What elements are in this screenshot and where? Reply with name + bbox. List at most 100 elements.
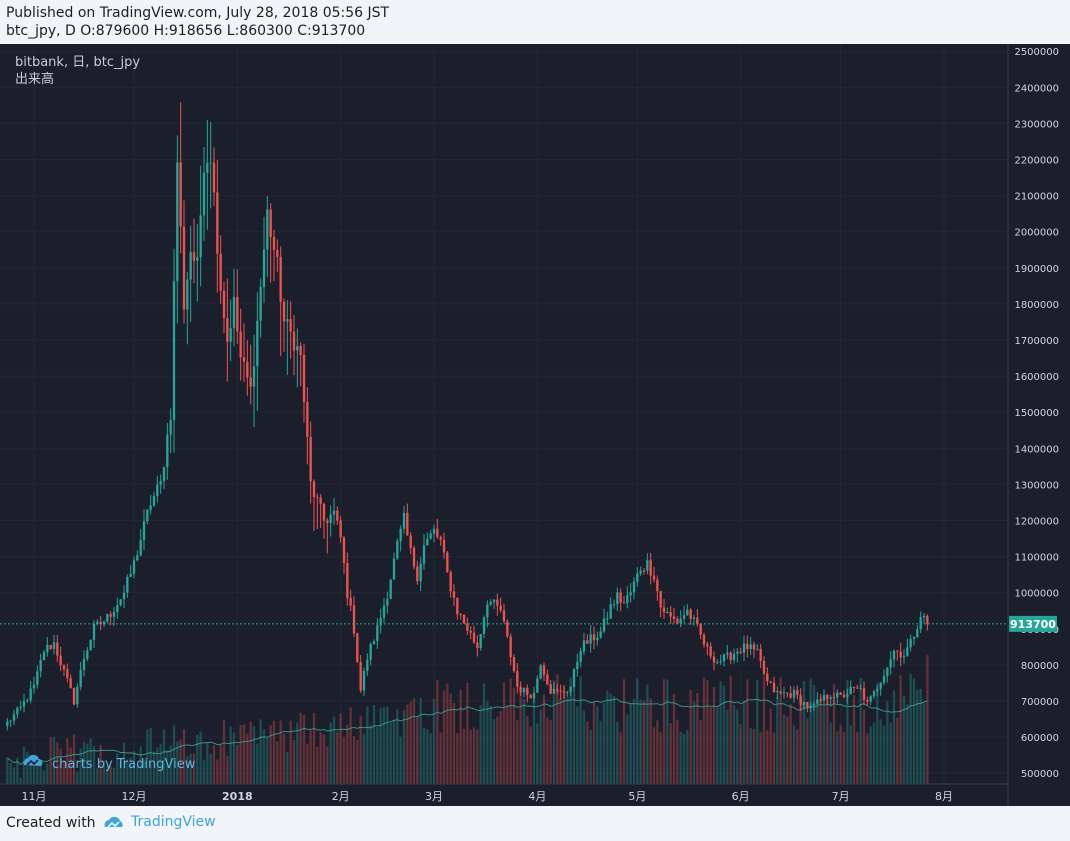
volume-bar — [102, 760, 106, 784]
volume-bar — [579, 676, 582, 784]
volume-bar — [892, 690, 896, 784]
volume-bar — [476, 729, 479, 784]
volume-bar — [199, 731, 202, 784]
candle — [46, 636, 49, 657]
y-tick-label: 2000000 — [1014, 228, 1059, 239]
volume-bar — [22, 747, 26, 784]
volume-bar — [296, 722, 299, 784]
candle — [62, 664, 66, 677]
candle — [612, 599, 616, 609]
candle — [502, 603, 506, 624]
volume-bar — [36, 757, 39, 784]
volume-bar — [196, 734, 199, 784]
candle — [666, 607, 669, 614]
volume-bar — [496, 716, 499, 784]
candle — [326, 517, 329, 554]
volume-bar — [339, 713, 342, 784]
volume-bar — [376, 726, 379, 784]
candle — [879, 682, 882, 696]
volume-bar — [119, 761, 122, 784]
volume-bar — [696, 693, 699, 784]
volume-bar — [172, 725, 176, 784]
volume-bar — [879, 719, 882, 784]
candle — [409, 532, 412, 555]
volume-bar — [419, 698, 422, 784]
candle — [846, 688, 849, 704]
candle — [242, 323, 246, 382]
volume-bar — [82, 741, 86, 784]
candle — [752, 641, 756, 659]
candle — [309, 421, 312, 504]
volume-bar — [829, 722, 832, 784]
candle — [216, 159, 219, 293]
volume-bar — [349, 707, 352, 784]
volume-bar — [852, 695, 856, 784]
volume-bar — [46, 763, 49, 784]
candle — [536, 675, 539, 693]
volume-bar — [692, 701, 696, 784]
volume-bar — [56, 742, 59, 784]
volume-bar — [439, 732, 442, 784]
volume-bar — [446, 683, 449, 784]
price-axis[interactable]: 5000006000007000008000009000001000000110… — [1014, 47, 1059, 780]
volume-bar — [436, 680, 439, 784]
volume-bar — [789, 704, 792, 784]
volume-bar — [126, 759, 129, 784]
volume-bar — [776, 696, 779, 784]
tradingview-brand[interactable]: TradingView — [131, 814, 216, 830]
candle — [759, 644, 762, 669]
volume-bar — [782, 714, 786, 784]
volume-bar — [89, 738, 92, 784]
volume-bar — [456, 733, 459, 784]
volume-bar — [896, 717, 899, 784]
candle — [279, 246, 282, 357]
volume-bar — [282, 733, 286, 784]
volume-bar — [799, 696, 802, 784]
x-tick-label: 12月 — [122, 790, 147, 803]
volume-bar — [679, 731, 682, 784]
volume-bar — [269, 725, 272, 784]
candle — [842, 690, 846, 699]
candle — [822, 689, 826, 705]
volume-bar — [79, 748, 82, 784]
volume-bar — [459, 690, 462, 784]
volume-bar — [649, 698, 652, 784]
x-tick-label: 4月 — [528, 790, 546, 803]
volume-bar — [369, 724, 372, 784]
candle — [406, 503, 409, 536]
volume-bar — [232, 732, 236, 784]
volume-bar — [572, 691, 576, 784]
volume-bar — [399, 736, 402, 784]
candle — [532, 686, 536, 704]
candle — [152, 491, 156, 507]
candle — [479, 633, 482, 651]
volume-bar — [142, 759, 146, 784]
candle — [812, 701, 816, 711]
candle — [126, 574, 129, 598]
volume-bar — [746, 679, 749, 784]
time-axis[interactable]: 11月 12月 2018 2月 3月 4月 5月 6月 7月 8月 — [22, 790, 954, 803]
candle — [796, 685, 799, 700]
candle — [686, 604, 689, 616]
candle — [582, 632, 586, 655]
candle — [466, 617, 469, 635]
candle — [206, 119, 209, 230]
last-price-label: 913700 — [1010, 618, 1056, 631]
candle — [272, 229, 276, 282]
candle — [872, 689, 876, 700]
candle — [136, 550, 139, 562]
volume-bar — [619, 732, 622, 784]
volume-bar — [646, 684, 649, 784]
volume-bar — [869, 726, 872, 784]
volume-bar — [912, 678, 916, 784]
candle — [82, 650, 86, 677]
watermark-text: charts by TradingView — [52, 757, 196, 772]
volume-bar — [62, 760, 66, 784]
y-tick-label: 1100000 — [1014, 553, 1059, 564]
candle — [209, 122, 212, 209]
price-chart[interactable]: 5000006000007000008000009000001000000110… — [0, 44, 1070, 806]
tradingview-link[interactable]: TradingView — [103, 814, 216, 830]
candle — [746, 635, 749, 658]
x-tick-label: 2月 — [332, 790, 350, 803]
candle — [116, 597, 119, 619]
